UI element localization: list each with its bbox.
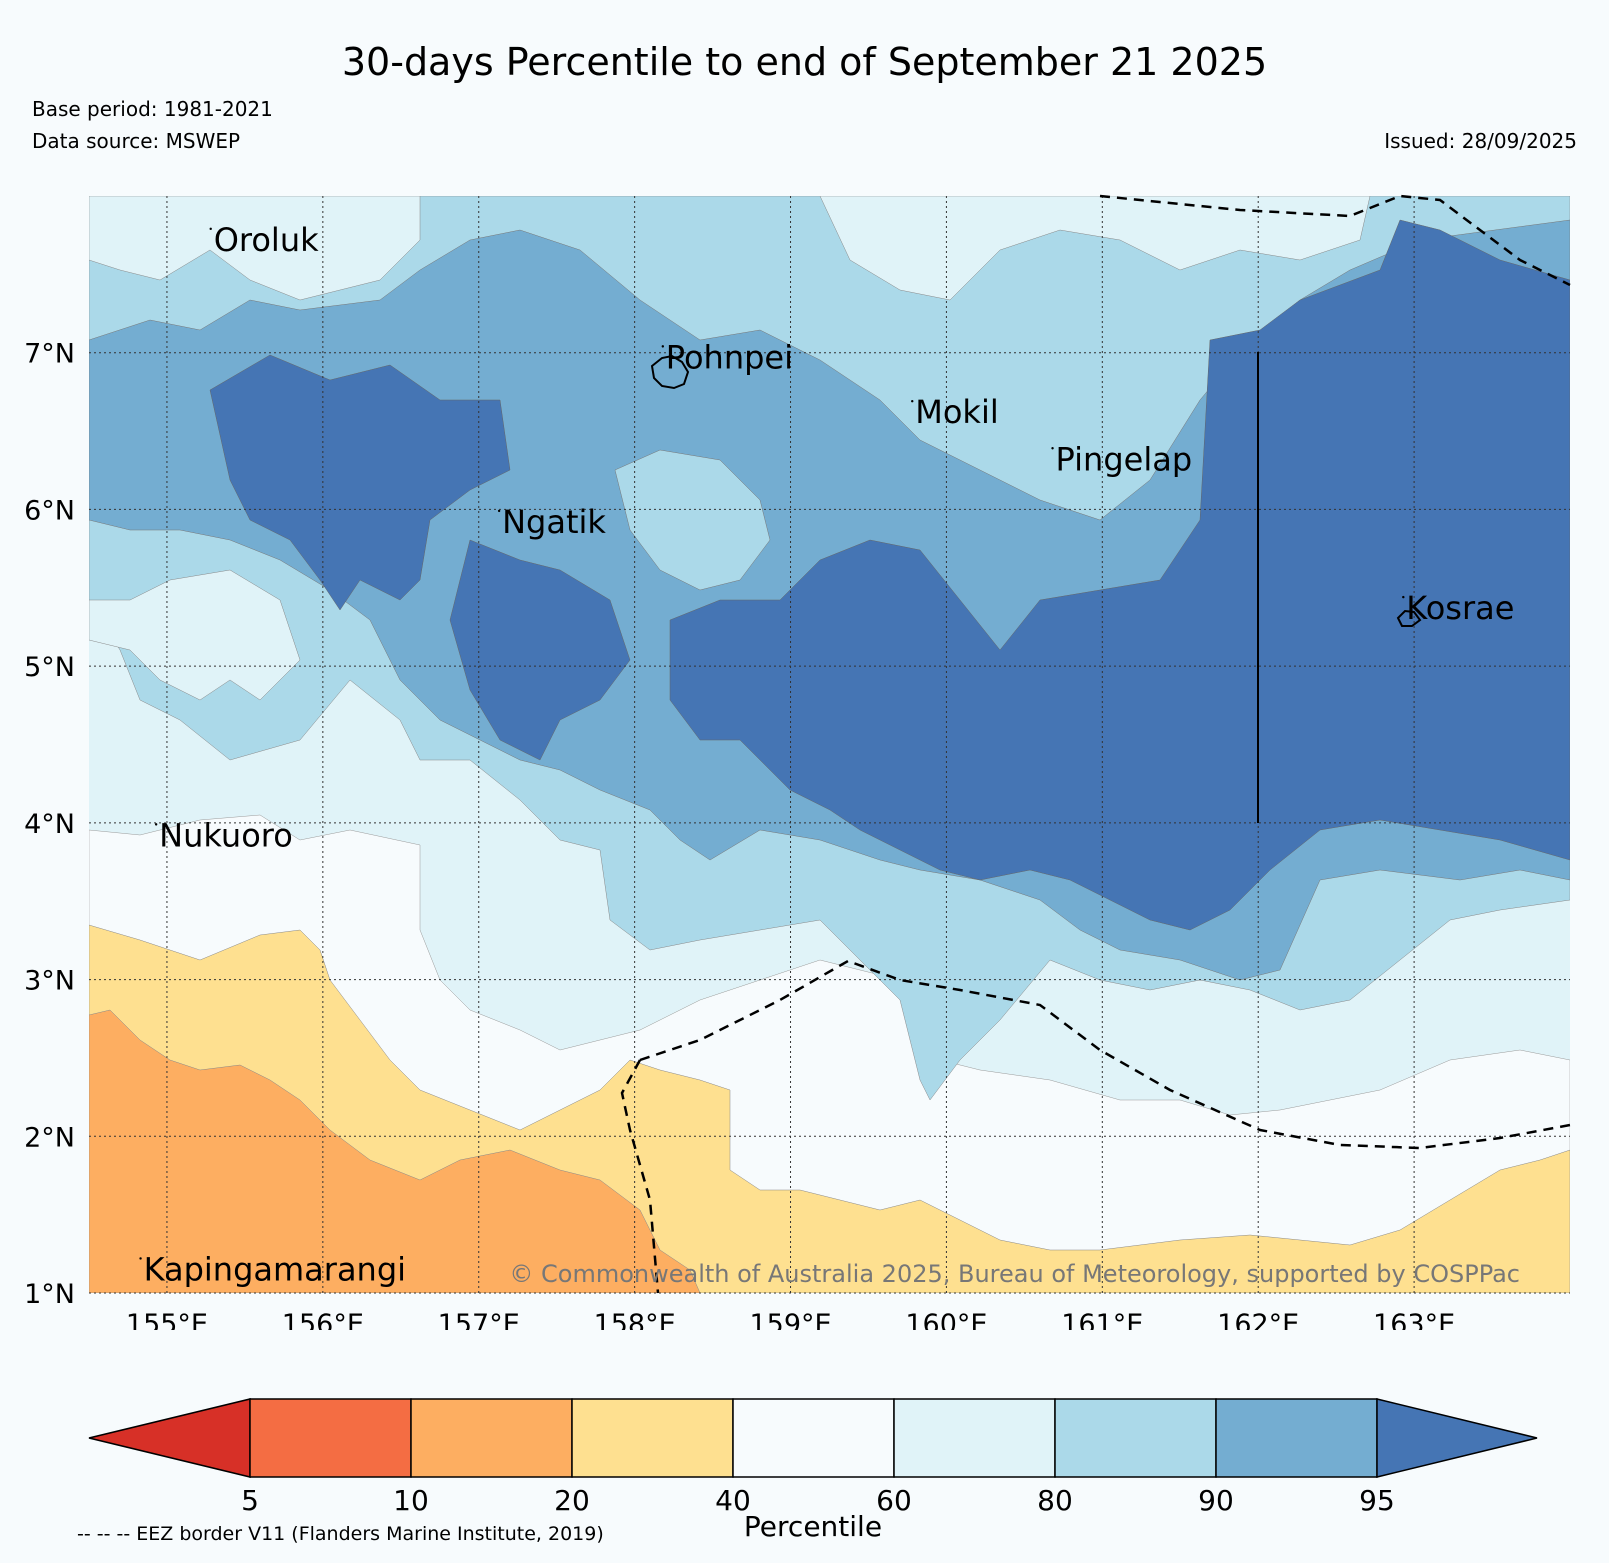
lon-tick-label: 161°E [1061, 1309, 1143, 1330]
place-marker [154, 823, 158, 826]
colorbar: 5 10 20 40 60 80 90 95 Percentile [88, 1398, 1538, 1543]
colorbar-segment [571, 1398, 734, 1478]
lon-tick-label: 163°E [1373, 1309, 1455, 1330]
place-marker [1051, 447, 1054, 450]
place-label-oroluk: Oroluk [214, 221, 319, 259]
colorbar-segment [1215, 1398, 1378, 1478]
colorbar-segment [249, 1398, 412, 1478]
copyright-text: © Commonwealth of Australia 2025, Bureau… [509, 1260, 1520, 1288]
pohnpei-island [650, 354, 690, 390]
percentile-map: Oroluk Pohnpei Mokil Pingelap Ngatik Kosrae Nu… [24, 194, 1571, 1330]
eez-border-south [639, 959, 1571, 1150]
place-marker [497, 509, 501, 513]
colorbar-label: Percentile [744, 1510, 882, 1543]
field-80-90-center [614, 449, 771, 591]
lon-tick-label: 156°E [282, 1309, 364, 1330]
field-95-plus-east [669, 219, 1570, 931]
lon-tick-label: 155°E [126, 1309, 208, 1330]
field-95-plus-center [449, 539, 631, 761]
eez-legend-note: -- -- -- EEZ border V11 (Flanders Marine… [77, 1523, 604, 1545]
field-60-80-west [89, 569, 301, 701]
lat-tick-label: 3°N [24, 966, 75, 997]
place-marker [139, 1257, 142, 1260]
place-label-kapingamarangi: Kapingamarangi [144, 1250, 406, 1288]
lat-tick-label: 7°N [24, 339, 75, 370]
axis-labels: 155°E 156°E 157°E 158°E 159°E 160°E 161°E 162°E… [24, 339, 1455, 1330]
data-source-text: Data source: MSWEP [32, 129, 241, 153]
colorbar-tick-label: 90 [1198, 1484, 1234, 1517]
place-label-mokil: Mokil [915, 393, 999, 431]
colorbar-tick-label: 95 [1359, 1484, 1395, 1517]
base-period-text: Base period: 1981-2021 [32, 97, 273, 121]
colorbar-extend-high [1376, 1398, 1538, 1478]
colorbar-extend-low [88, 1398, 251, 1478]
colorbar-tick-label: 10 [393, 1484, 429, 1517]
lon-tick-label: 159°E [749, 1309, 831, 1330]
lon-tick-label: 160°E [905, 1309, 987, 1330]
field-60-80-northeast [819, 196, 1371, 301]
eez-border-north [1099, 194, 1571, 287]
map-title: 30-days Percentile to end of September 2… [341, 40, 1268, 84]
place-marker [911, 400, 914, 403]
colorbar-tick-label: 60 [876, 1484, 912, 1517]
place-label-pingelap: Pingelap [1056, 440, 1193, 478]
colorbar-segment [893, 1398, 1056, 1478]
field-60-80-north [89, 196, 421, 301]
lat-tick-label: 5°N [24, 652, 75, 683]
gridlines [89, 196, 1570, 1294]
lon-tick-label: 158°E [594, 1309, 676, 1330]
kosrae-island [1396, 609, 1422, 627]
lat-tick-label: 2°N [24, 1122, 75, 1153]
place-label-ngatik: Ngatik [502, 503, 606, 541]
colorbar-tick-label: 5 [241, 1484, 259, 1517]
colorbar-segment [732, 1398, 895, 1478]
lon-tick-label: 162°E [1217, 1309, 1299, 1330]
issued-date-text: Issued: 28/09/2025 [1384, 129, 1577, 153]
place-labels: Oroluk Pohnpei Mokil Pingelap Ngatik Kosrae Nu… [139, 221, 1514, 1288]
colorbar-tick-label: 40 [715, 1484, 751, 1517]
lon-tick-label: 157°E [438, 1309, 520, 1330]
place-label-kosrae: Kosrae [1406, 589, 1514, 627]
place-marker [661, 345, 665, 348]
eez-border-southwest [620, 1059, 660, 1294]
field-95-plus-west [209, 354, 511, 611]
place-label-nukuoro: Nukuoro [159, 816, 293, 854]
place-marker [1402, 595, 1405, 599]
lat-tick-label: 4°N [24, 809, 75, 840]
place-label-pohnpei: Pohnpei [666, 338, 793, 376]
colorbar-tick-label: 80 [1037, 1484, 1073, 1517]
field-10-20 [89, 1009, 701, 1293]
colorbar-tick-label: 20 [554, 1484, 590, 1517]
colorbar-segment [1054, 1398, 1217, 1478]
lat-tick-label: 6°N [24, 495, 75, 526]
lat-tick-label: 1°N [24, 1279, 75, 1310]
colorbar-segment [410, 1398, 573, 1478]
place-marker [209, 227, 212, 231]
